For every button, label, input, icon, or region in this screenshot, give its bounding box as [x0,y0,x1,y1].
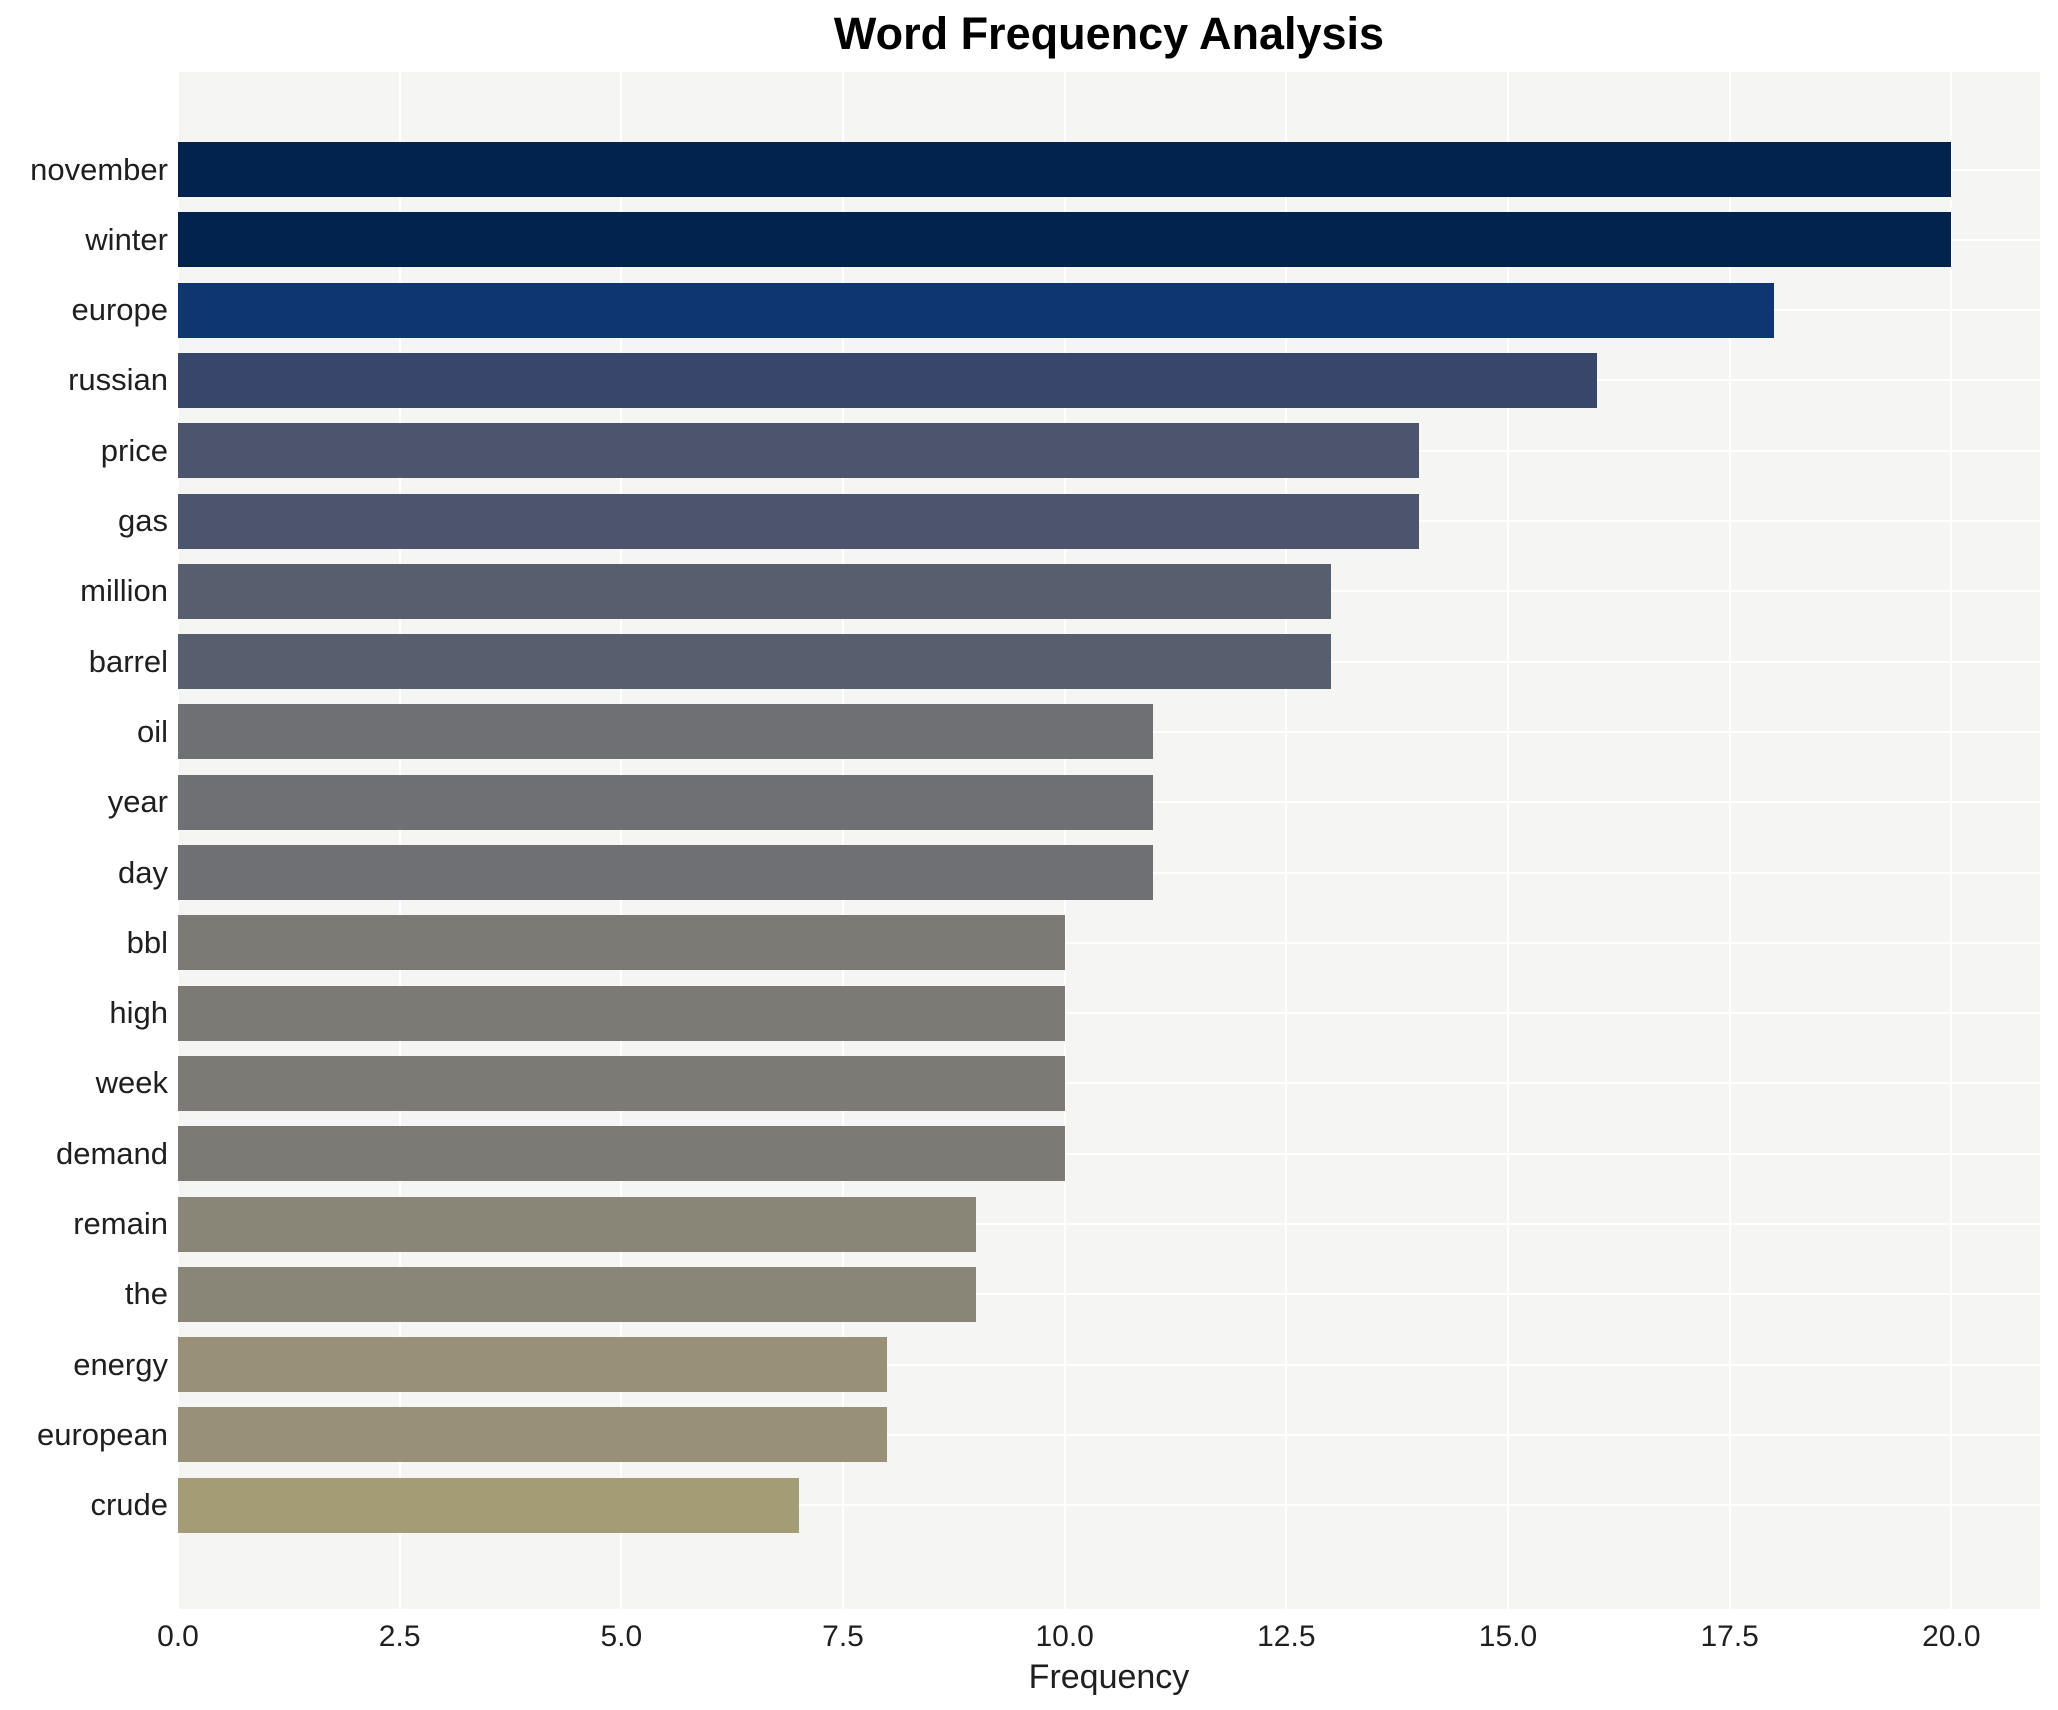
category-label: energy [73,1346,168,1382]
x-tick-label: 20.0 [1922,1620,1981,1653]
category-label: year [107,784,168,820]
gridline-vertical [178,72,179,1609]
gridline-horizontal [178,1293,2040,1296]
category-label: bbl [126,924,168,960]
x-tick-label: 5.0 [600,1620,643,1653]
category-label: barrel [88,643,168,679]
gridline-horizontal [178,1012,2040,1015]
x-tick-label: 12.5 [1257,1620,1316,1653]
gridline-vertical [842,72,844,1609]
bar-energy [178,1337,888,1393]
category-label: gas [118,503,168,538]
category-label: price [100,432,168,468]
gridline-horizontal [178,1152,2040,1155]
gridline-vertical [1950,72,1953,1609]
bar-high [178,985,1065,1041]
bar-million [178,563,1331,619]
bar-remain [178,1196,976,1252]
bar-demand [178,1126,1065,1182]
bar-gas [178,493,1420,549]
bar-barrel [178,634,1331,690]
gridline-vertical [1285,72,1288,1609]
category-label: day [118,854,168,890]
gridline-horizontal [178,941,2040,944]
gridline-horizontal [178,1433,2040,1436]
category-label: europe [71,292,168,328]
bar-winter [178,212,1952,268]
category-label: high [109,995,168,1031]
category-label: remain [73,1206,168,1241]
gridline-horizontal [178,1223,2040,1225]
category-label: oil [136,713,168,749]
bar-year [178,774,1154,830]
bar-bbl [178,915,1065,971]
bar-november [178,142,1952,197]
bar-price [178,423,1420,479]
gridline-vertical [620,72,623,1609]
bar-oil [178,704,1154,760]
category-label: russian [68,362,168,398]
category-label: week [95,1065,168,1101]
x-tick-label: 2.5 [378,1620,421,1653]
category-label: winter [85,221,168,257]
bar-european [178,1407,888,1463]
bar-crude [178,1477,799,1533]
x-tick-label: 7.5 [822,1620,864,1653]
bar-day [178,845,1154,900]
gridline-horizontal [178,1504,2040,1507]
x-tick-label: 17.5 [1700,1620,1759,1653]
bar-week [178,1055,1065,1111]
x-tick-label: 10.0 [1035,1620,1094,1653]
x-tick-label: 0.0 [157,1620,199,1653]
gridline-vertical [1507,72,1509,1609]
gridline-horizontal [178,1363,2040,1366]
gridline-horizontal [178,1082,2040,1085]
category-label: european [36,1416,168,1452]
category-label: the [124,1276,168,1312]
x-tick-label: 15.0 [1478,1620,1538,1653]
gridline-vertical [1728,72,1731,1609]
chart-title: Word Frequency Analysis [833,8,1385,59]
category-label: november [30,151,168,187]
category-label: crude [90,1487,168,1523]
x-axis-title: Frequency [1028,1658,1190,1696]
plot-area [178,72,2040,1609]
bar-the [178,1266,976,1322]
bar-europe [178,282,1774,338]
gridline-vertical [1063,72,1066,1609]
category-label: million [80,573,168,609]
category-label: demand [55,1135,168,1171]
bar-russian [178,352,1597,408]
gridline-vertical [398,72,401,1609]
